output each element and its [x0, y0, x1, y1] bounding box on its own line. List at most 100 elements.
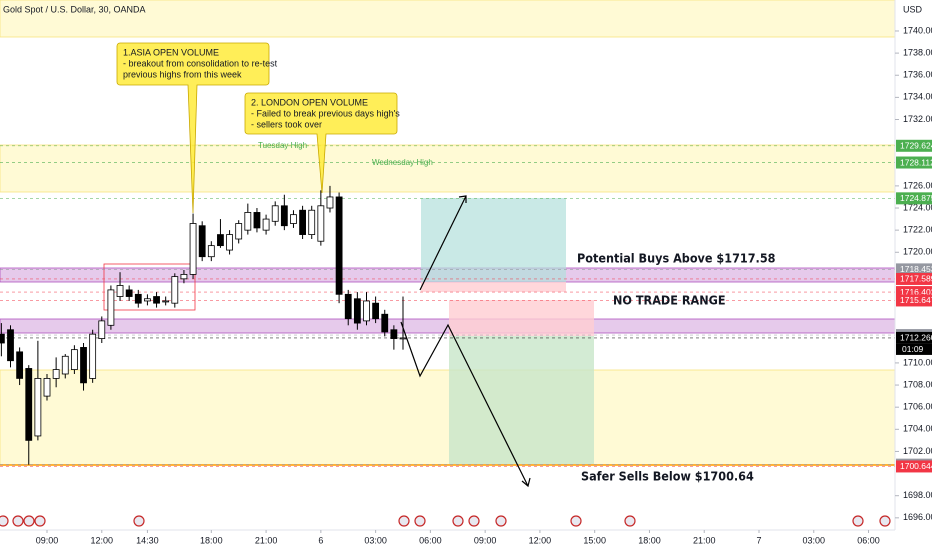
candle-body: [134, 293, 142, 304]
price-label: 1712.260: [900, 333, 932, 343]
y-tick-label: 1738.000: [903, 47, 932, 57]
short-stop: [449, 300, 594, 336]
x-tick-label: 03:00: [364, 535, 387, 545]
y-tick-label: 1720.000: [903, 247, 932, 257]
candle-body: [353, 298, 361, 324]
annotation: NO TRADE RANGE: [613, 293, 726, 308]
countdown: 01:09: [902, 344, 924, 354]
candle-body: [25, 368, 33, 441]
candle-body: [344, 293, 352, 320]
candle-body: [34, 378, 42, 437]
candle-body: [244, 212, 252, 231]
event-icon: [468, 515, 480, 527]
x-tick-label: 12:00: [91, 535, 114, 545]
axis-label: USD: [903, 4, 923, 14]
x-tick-label: 14:30: [136, 535, 159, 545]
level-label: Tuesday High: [258, 141, 307, 150]
x-tick-label: 18:00: [638, 535, 661, 545]
price-label-box: [896, 272, 932, 285]
x-tick-label: 03:00: [802, 535, 825, 545]
y-tick-label: 1704.000: [903, 424, 932, 434]
candle-body: [70, 349, 78, 370]
y-tick-label: 1698.000: [903, 490, 932, 500]
countdown-box: [896, 343, 932, 355]
price-label: 1716.402: [900, 287, 932, 297]
event-icon: [398, 515, 410, 527]
short-target: [449, 336, 594, 464]
candle-body: [16, 351, 24, 379]
price-label: 1724.875: [900, 193, 932, 203]
candle-body: [43, 378, 51, 397]
candle-body: [52, 369, 60, 379]
event-icon: [852, 515, 864, 527]
price-label: 1728.112: [900, 157, 932, 167]
callout-box: [116, 42, 270, 214]
candle-body: [125, 289, 133, 297]
candle-body: [98, 320, 106, 339]
callout-text: 1.ASIA OPEN VOLUME: [123, 47, 219, 57]
y-tick-label: 1732.000: [903, 114, 932, 124]
event-icon: [12, 515, 24, 527]
candle-body: [253, 212, 261, 229]
x-tick-label: 06:00: [419, 535, 442, 545]
chart-title: Gold Spot / U.S. Dollar, 30, OANDA: [3, 4, 146, 14]
candle-body: [162, 300, 170, 303]
price-label-box: [896, 139, 932, 152]
arrow-head: [521, 477, 531, 488]
y-tick-label: 1734.000: [903, 92, 932, 102]
levels: [0, 145, 895, 467]
x-tick-label: 7: [756, 535, 761, 545]
drawings: [400, 195, 531, 488]
price-label-box: [896, 192, 932, 205]
candle-body: [61, 355, 69, 375]
candle-body: [308, 209, 316, 235]
event-icon: [495, 515, 507, 527]
price-label-box: [896, 331, 932, 344]
event-icon: [452, 515, 464, 527]
y-tick-label: 1726.000: [903, 180, 932, 190]
zone: [0, 144, 896, 193]
candle-body: [226, 234, 233, 251]
arrow-head: [458, 195, 467, 203]
price-label-box: [896, 460, 932, 473]
x-tick-label: 18:00: [200, 535, 223, 545]
candle-body: [290, 214, 297, 224]
event-icon: [624, 515, 636, 527]
consolidation-box: [103, 263, 196, 311]
candle-body: [171, 276, 179, 304]
event-icon: [414, 515, 426, 527]
x-tick-label: 12:00: [529, 535, 552, 545]
price-label-box: [896, 263, 932, 276]
level-label: Wednesday High: [372, 158, 433, 167]
candle-body: [180, 274, 188, 280]
candle-body: [80, 347, 87, 384]
candle-body: [363, 300, 370, 322]
x-tick-label: 09:00: [36, 535, 59, 545]
event-icon: [570, 515, 582, 527]
callout-text: - breakout from consolidation to re-test: [123, 58, 278, 68]
callout-text: - sellers took over: [251, 119, 322, 129]
price-label-box: [896, 156, 932, 169]
axis-group: 1740.000 1738.000 1736.000 1734.000 1732.000…: [36, 25, 932, 545]
callout-box: [244, 92, 398, 194]
event-icon: [0, 515, 9, 527]
x-tick-label: 21:00: [255, 535, 278, 545]
y-tick-label: 1710.000: [903, 357, 932, 367]
price-label-box: [896, 294, 932, 307]
arrow: [419, 195, 467, 291]
candle-body: [7, 329, 14, 362]
y-tick-label: 1708.000: [903, 379, 932, 389]
y-tick-label: 1702.000: [903, 446, 932, 456]
callout-text: - Failed to break previous days high's: [251, 108, 400, 118]
y-tick-label: 1696.000: [903, 512, 932, 522]
candle-body: [372, 302, 380, 320]
candle-body: [399, 337, 407, 340]
y-tick-label: 1740.000: [903, 25, 932, 35]
candle-body: [198, 225, 206, 258]
candle-body: [317, 205, 325, 242]
x-tick-label: 15:00: [583, 535, 606, 545]
candle-body: [217, 234, 224, 247]
y-tick-label: 1722.000: [903, 225, 932, 235]
callout-text: 2. LONDON OPEN VOLUME: [251, 97, 368, 107]
